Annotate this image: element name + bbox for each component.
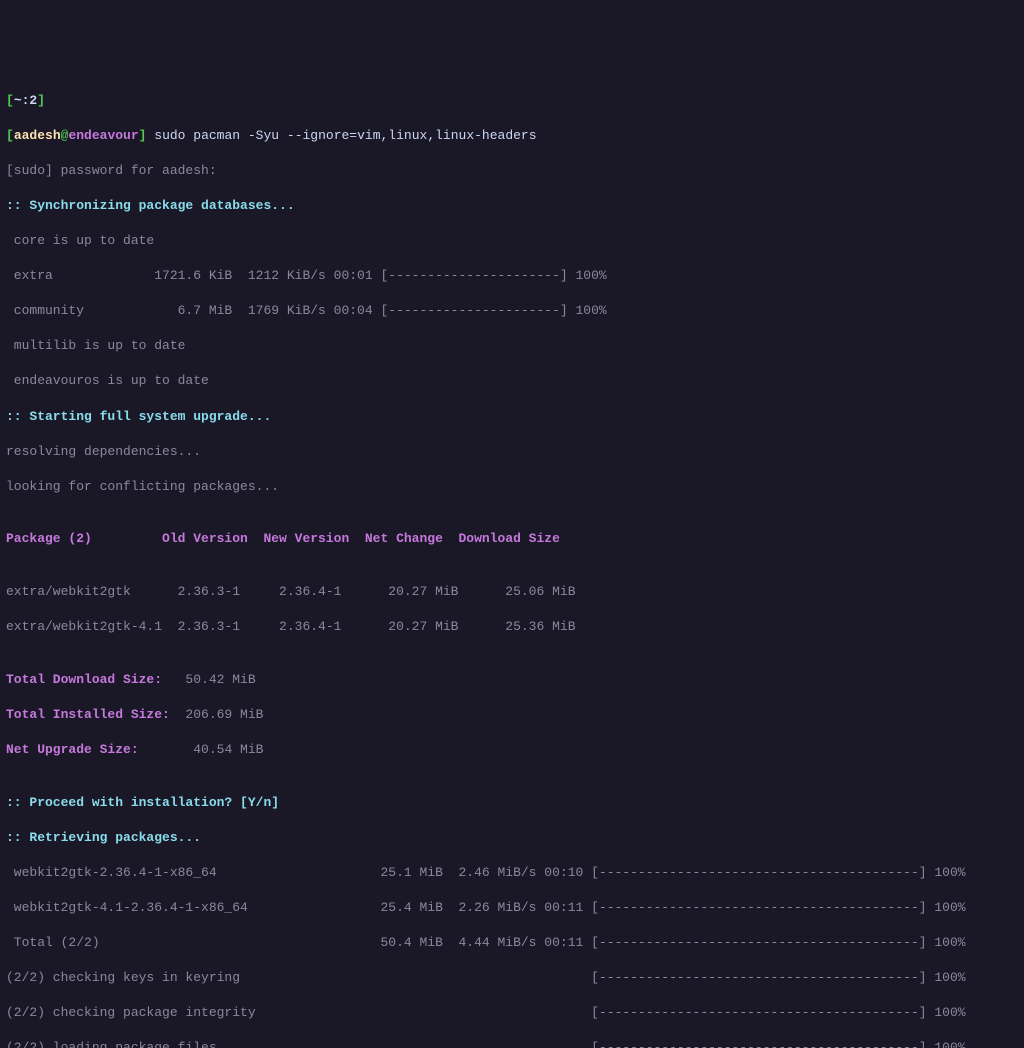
retrieving-header: :: Retrieving packages... (6, 829, 1018, 847)
net-upgrade-value: 40.54 MiB (139, 742, 264, 757)
sudo-prompt: [sudo] password for aadesh: (6, 162, 1018, 180)
total-installed-label: Total Installed Size: (6, 707, 170, 722)
retrieve-1: webkit2gtk-2.36.4-1-x86_64 25.1 MiB 2.46… (6, 864, 1018, 882)
sync-multilib: multilib is up to date (6, 337, 1018, 355)
total-download: Total Download Size: 50.42 MiB (6, 671, 1018, 689)
upgrade-header: :: Starting full system upgrade... (6, 408, 1018, 426)
session-text: ~:2 (14, 93, 37, 108)
package-row-2: extra/webkit2gtk-4.1 2.36.3-1 2.36.4-1 2… (6, 618, 1018, 636)
total-installed: Total Installed Size: 206.69 MiB (6, 706, 1018, 724)
prompt-user: aadesh (14, 128, 61, 143)
prompt-host: endeavour (68, 128, 138, 143)
prompt-bracket-open: [ (6, 128, 14, 143)
proceed-prompt[interactable]: :: Proceed with installation? [Y/n] (6, 794, 1018, 812)
net-upgrade: Net Upgrade Size: 40.54 MiB (6, 741, 1018, 759)
sync-core: core is up to date (6, 232, 1018, 250)
sync-community: community 6.7 MiB 1769 KiB/s 00:04 [----… (6, 302, 1018, 320)
session-indicator: [~:2] (6, 92, 1018, 110)
total-download-value: 50.42 MiB (162, 672, 256, 687)
table-header: Package (2) Old Version New Version Net … (6, 530, 1018, 548)
session-bracket-open: [ (6, 93, 14, 108)
sync-extra: extra 1721.6 KiB 1212 KiB/s 00:01 [-----… (6, 267, 1018, 285)
net-upgrade-label: Net Upgrade Size: (6, 742, 139, 757)
session-bracket-close: ] (37, 93, 45, 108)
sync-endeavouros: endeavouros is up to date (6, 372, 1018, 390)
check-loading: (2/2) loading package files [-----------… (6, 1039, 1018, 1048)
retrieve-2: webkit2gtk-4.1-2.36.4-1-x86_64 25.4 MiB … (6, 899, 1018, 917)
command-text: sudo pacman -Syu --ignore=vim,linux,linu… (146, 128, 536, 143)
total-installed-value: 206.69 MiB (170, 707, 264, 722)
check-keys: (2/2) checking keys in keyring [--------… (6, 969, 1018, 987)
total-download-label: Total Download Size: (6, 672, 162, 687)
package-row-1: extra/webkit2gtk 2.36.3-1 2.36.4-1 20.27… (6, 583, 1018, 601)
check-integrity: (2/2) checking package integrity [------… (6, 1004, 1018, 1022)
resolving-deps: resolving dependencies... (6, 443, 1018, 461)
retrieve-total: Total (2/2) 50.4 MiB 4.44 MiB/s 00:11 [-… (6, 934, 1018, 952)
looking-conflicts: looking for conflicting packages... (6, 478, 1018, 496)
sync-header: :: Synchronizing package databases... (6, 197, 1018, 215)
terminal-output: [~:2] [aadesh@endeavour] sudo pacman -Sy… (6, 74, 1018, 1048)
prompt-line: [aadesh@endeavour] sudo pacman -Syu --ig… (6, 127, 1018, 145)
